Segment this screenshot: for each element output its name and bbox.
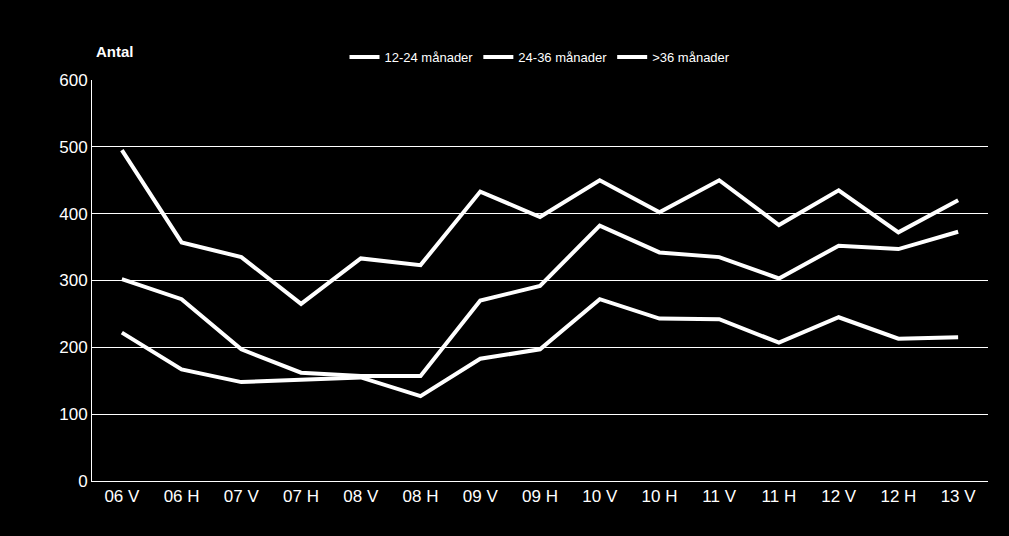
svg-text:11 H: 11 H [762,487,797,506]
svg-text:100: 100 [59,405,87,424]
svg-text:10 H: 10 H [642,487,678,506]
svg-text:08 V: 08 V [343,487,379,506]
svg-text:06 H: 06 H [164,487,200,506]
svg-text:400: 400 [59,205,87,224]
svg-text:12 V: 12 V [821,487,857,506]
svg-text:24-36 månader: 24-36 månader [518,50,607,65]
svg-text:200: 200 [59,338,87,357]
svg-text:>36 månader: >36 månader [652,50,730,65]
svg-text:12-24 månader: 12-24 månader [385,50,474,65]
svg-text:500: 500 [59,138,87,157]
svg-text:09 H: 09 H [522,487,558,506]
svg-text:0: 0 [78,472,87,491]
svg-text:10 V: 10 V [582,487,618,506]
svg-text:300: 300 [59,271,87,290]
svg-text:12 H: 12 H [880,487,916,506]
svg-text:09 V: 09 V [463,487,499,506]
svg-text:08 H: 08 H [403,487,439,506]
svg-text:600: 600 [59,71,87,90]
svg-text:07 V: 07 V [224,487,260,506]
svg-text:07 H: 07 H [283,487,319,506]
svg-text:Antal: Antal [96,43,134,60]
svg-text:06 V: 06 V [104,487,140,506]
svg-text:11 V: 11 V [702,487,736,506]
svg-text:13 V: 13 V [941,487,977,506]
